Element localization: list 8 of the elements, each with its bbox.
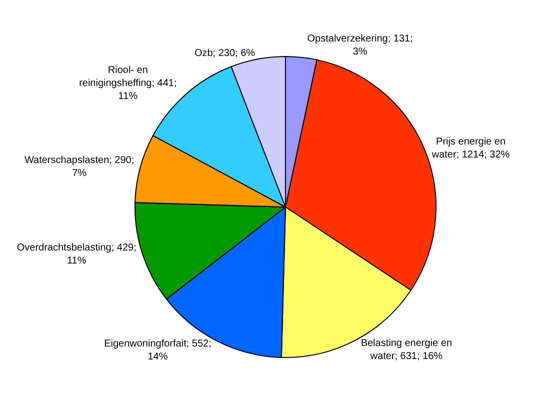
slice-label: Belasting energie en water; 631; 16% — [360, 338, 452, 362]
slice-label: Ozb; 230; 6% — [194, 48, 256, 60]
slice-label: Overdrachtsbelasting; 429; 11% — [16, 242, 136, 267]
slice-label: Prijs energie en water; 1214; 32% — [430, 136, 510, 160]
slice-label: Opstalverzekering; 131; 3% — [307, 33, 413, 58]
slice-label: Riool- en reinigingsheffing; 441; 11% — [79, 65, 177, 102]
slice-label: Eigenwoningforfait; 552; 14% — [104, 338, 212, 363]
slice-label: Waterschapslasten; 290; 7% — [24, 155, 134, 180]
